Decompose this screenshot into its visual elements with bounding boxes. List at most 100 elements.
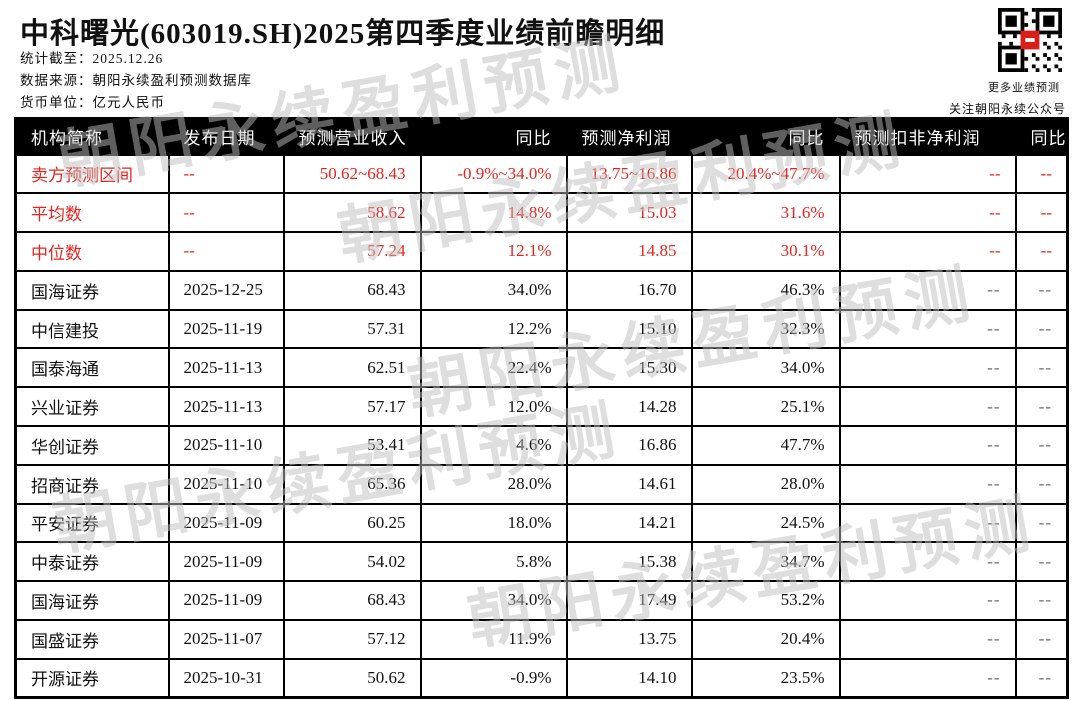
cell-publish-date: --: [167, 192, 285, 234]
cell-yoy-netprofit: 20.4%~47.7%: [690, 153, 841, 195]
cell-forecast-deducted: --: [838, 269, 1017, 311]
cell-yoy-revenue: 5.8%: [419, 541, 568, 583]
cell-yoy-deducted: --: [1014, 618, 1069, 660]
cell-yoy-deducted: --: [1014, 269, 1069, 311]
cell-forecast-revenue: 62.51: [282, 347, 422, 389]
cell-yoy-revenue: 4.6%: [419, 424, 568, 466]
cell-yoy-deducted: --: [1014, 502, 1069, 544]
cell-yoy-deducted: --: [1014, 463, 1069, 505]
table-row: 卖方预测区间 -- 50.62~68.43 -0.9%~34.0% 13.75~16.8…: [14, 153, 1069, 195]
cell-yoy-netprofit: 24.5%: [690, 502, 841, 544]
cell-institution: 开源证券: [14, 657, 170, 699]
cell-yoy-revenue: 12.1%: [419, 231, 568, 272]
cell-publish-date: 2025-11-10: [167, 463, 285, 505]
qr-code-icon: [998, 8, 1062, 72]
cell-forecast-deducted: --: [838, 424, 1017, 466]
cell-yoy-deducted: --: [1014, 580, 1069, 621]
cell-publish-date: 2025-11-09: [167, 580, 285, 621]
cell-yoy-revenue: 34.0%: [419, 580, 568, 621]
cell-forecast-deducted: --: [838, 580, 1017, 621]
header-yoy-deducted: 同比: [1014, 117, 1069, 156]
cell-institution: 平均数: [14, 192, 170, 234]
cell-yoy-netprofit: 46.3%: [690, 269, 841, 311]
cell-forecast-netprofit: 15.30: [565, 347, 693, 389]
table-row: 平安证券 2025-11-09 60.25 18.0% 14.21 24.5% -- --: [14, 502, 1069, 544]
cell-forecast-deducted: --: [838, 192, 1017, 234]
meta-data-source: 数据来源：朝阳永续盈利预测数据库: [20, 69, 252, 89]
cell-yoy-deducted: --: [1014, 153, 1069, 195]
cell-forecast-revenue: 57.24: [282, 231, 422, 272]
cell-forecast-revenue: 50.62: [282, 657, 422, 699]
cell-institution: 中信建投: [14, 308, 170, 350]
cell-forecast-deducted: --: [838, 347, 1017, 389]
table-header-row: 机构简称 发布日期 预测营业收入 同比 预测净利润 同比 预测扣非净利润 同比: [14, 117, 1069, 156]
cell-forecast-deducted: --: [838, 463, 1017, 505]
header-yoy-netprofit: 同比: [690, 117, 841, 156]
cell-forecast-deducted: --: [838, 541, 1017, 583]
meta-stat-deadline: 统计截至：2025.12.26: [20, 47, 163, 67]
cell-publish-date: 2025-11-09: [167, 502, 285, 544]
cell-yoy-netprofit: 28.0%: [690, 463, 841, 505]
cell-publish-date: 2025-11-13: [167, 347, 285, 389]
cell-yoy-revenue: 28.0%: [419, 463, 568, 505]
cell-forecast-netprofit: 14.61: [565, 463, 693, 505]
cell-forecast-netprofit: 16.70: [565, 269, 693, 311]
cell-yoy-deducted: --: [1014, 424, 1069, 466]
cell-institution: 招商证券: [14, 463, 170, 505]
cell-yoy-netprofit: 32.3%: [690, 308, 841, 350]
meta-currency-unit: 货币单位：亿元人民币: [20, 91, 165, 111]
table-row: 中信建投 2025-11-19 57.31 12.2% 15.10 32.3% -- --: [14, 308, 1069, 350]
cell-forecast-revenue: 65.36: [282, 463, 422, 505]
forecast-table: 机构简称 发布日期 预测营业收入 同比 预测净利润 同比 预测扣非净利润 同比 …: [14, 117, 1069, 699]
cell-publish-date: 2025-12-25: [167, 269, 285, 311]
table-body: 卖方预测区间 -- 50.62~68.43 -0.9%~34.0% 13.75~16.8…: [14, 153, 1069, 699]
meta-value: 2025.12.26: [92, 51, 164, 66]
cell-forecast-deducted: --: [838, 502, 1017, 544]
cell-forecast-netprofit: 17.49: [565, 580, 693, 621]
cell-publish-date: 2025-11-09: [167, 541, 285, 583]
cell-forecast-revenue: 68.43: [282, 580, 422, 621]
cell-forecast-netprofit: 15.10: [565, 308, 693, 350]
cell-forecast-deducted: --: [838, 657, 1017, 699]
header-forecast-deducted: 预测扣非净利润: [838, 117, 1017, 156]
cell-yoy-netprofit: 23.5%: [690, 657, 841, 699]
meta-value: 亿元人民币: [92, 95, 165, 110]
meta-label: 统计截至：: [20, 51, 93, 66]
cell-publish-date: 2025-11-19: [167, 308, 285, 350]
cell-institution: 国泰海通: [14, 347, 170, 389]
cell-forecast-revenue: 68.43: [282, 269, 422, 311]
cell-yoy-netprofit: 34.7%: [690, 541, 841, 583]
header-forecast-revenue: 预测营业收入: [282, 117, 422, 156]
cell-publish-date: --: [167, 231, 285, 272]
header-publish-date: 发布日期: [167, 117, 285, 156]
cell-publish-date: --: [167, 153, 285, 195]
table-row: 中位数 -- 57.24 12.1% 14.85 30.1% -- --: [14, 231, 1069, 272]
table-row: 国泰海通 2025-11-13 62.51 22.4% 15.30 34.0% -- --: [14, 347, 1069, 389]
cell-forecast-deducted: --: [838, 231, 1017, 272]
qr-caption-line2: 关注朝阳永续公众号: [948, 102, 1066, 116]
cell-yoy-revenue: -0.9%~34.0%: [419, 153, 568, 195]
table-row: 招商证券 2025-11-10 65.36 28.0% 14.61 28.0% -- --: [14, 463, 1069, 505]
table-row: 开源证券 2025-10-31 50.62 -0.9% 14.10 23.5% -- --: [14, 657, 1069, 699]
cell-forecast-revenue: 57.31: [282, 308, 422, 350]
table-row: 平均数 -- 58.62 14.8% 15.03 31.6% -- --: [14, 192, 1069, 234]
cell-publish-date: 2025-10-31: [167, 657, 285, 699]
cell-forecast-revenue: 50.62~68.43: [282, 153, 422, 195]
header-forecast-netprofit: 预测净利润: [565, 117, 693, 156]
cell-forecast-deducted: --: [838, 153, 1017, 195]
cell-institution: 中位数: [14, 231, 170, 272]
cell-forecast-revenue: 60.25: [282, 502, 422, 544]
cell-yoy-deducted: --: [1014, 308, 1069, 350]
qr-caption-line1: 更多业绩预测: [988, 82, 1060, 94]
cell-forecast-netprofit: 13.75: [565, 618, 693, 660]
cell-forecast-netprofit: 14.21: [565, 502, 693, 544]
table-row: 国海证券 2025-12-25 68.43 34.0% 16.70 46.3% -- --: [14, 269, 1069, 311]
cell-forecast-revenue: 57.17: [282, 386, 422, 427]
cell-yoy-revenue: 34.0%: [419, 269, 568, 311]
cell-yoy-netprofit: 31.6%: [690, 192, 841, 234]
cell-forecast-netprofit: 15.38: [565, 541, 693, 583]
cell-institution: 国海证券: [14, 580, 170, 621]
cell-yoy-deducted: --: [1014, 347, 1069, 389]
cell-forecast-netprofit: 14.10: [565, 657, 693, 699]
cell-yoy-netprofit: 25.1%: [690, 386, 841, 427]
